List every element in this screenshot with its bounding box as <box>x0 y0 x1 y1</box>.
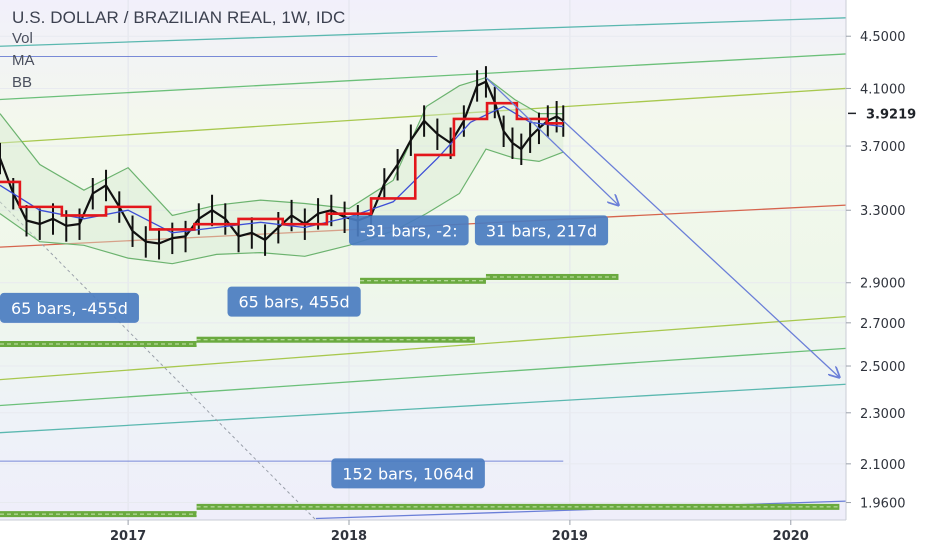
annotation-box-4 <box>331 458 485 489</box>
annotation-label-1: 31 bars, 217d <box>486 221 597 240</box>
y-tick-label-8: 2.1000 <box>860 458 906 473</box>
projection-arrow-0 <box>485 77 619 206</box>
last-price-marker: 3.9219 <box>848 107 916 122</box>
annotation-box-1 <box>474 215 609 246</box>
bb-lower-line <box>0 148 564 265</box>
indicator-bb[interactable]: BB <box>12 74 33 91</box>
range-bar-3 <box>196 336 475 343</box>
dashed-guide-line <box>0 201 317 521</box>
chart-title: U.S. DOLLAR / BRAZILIAN REAL, 1W, IDC <box>12 8 346 27</box>
annotation-box-0 <box>349 215 469 246</box>
range-bar-5 <box>196 503 840 510</box>
ma-step-line <box>0 101 564 231</box>
y-tick-label-6: 2.5000 <box>860 360 906 375</box>
range-bars <box>0 273 840 518</box>
range-bar-0 <box>360 277 486 284</box>
grid <box>0 0 846 520</box>
annotation-label-3: 65 bars, 455d <box>239 293 350 312</box>
x-tick-label-2: 2019 <box>552 529 588 544</box>
annotation-label-0: -31 bars, -2: <box>360 221 458 240</box>
channel-line-0 <box>0 17 847 47</box>
channel-line-1 <box>0 53 847 101</box>
moving-average <box>0 101 564 234</box>
x-tick-label-0: 2017 <box>110 529 146 544</box>
y-tick-label-7: 2.3000 <box>860 407 906 422</box>
y-tick-label-5: 2.7000 <box>860 317 906 332</box>
annotation-box-3 <box>227 286 361 317</box>
channel-line-4 <box>0 315 847 381</box>
channel-line-5 <box>0 347 847 407</box>
y-tick-label-2: 3.7000 <box>860 140 906 155</box>
indicator-ma[interactable]: MA <box>12 52 35 69</box>
y-tick-label-1: 4.1000 <box>860 82 906 97</box>
x-tick-label-1: 2018 <box>331 529 367 544</box>
channel-line-2 <box>0 87 847 144</box>
channel-lines <box>0 17 847 434</box>
y-tick-label-4: 2.9000 <box>860 277 906 292</box>
projection-arrow-1 <box>562 120 839 378</box>
y-tick-label-9: 1.9600 <box>860 497 906 512</box>
indicator-vol[interactable]: Vol <box>12 30 33 47</box>
x-axis-ticks: 2017 2018 2019 2020 <box>110 520 809 544</box>
last-price-label: 3.9219 <box>866 107 916 122</box>
annotation-label-4: 152 bars, 1064d <box>342 464 474 483</box>
annotation-boxes: -31 bars, -2: 31 bars, 217d 65 bars, -455d… <box>0 215 609 489</box>
y-tick-label-3: 3.3000 <box>860 204 906 219</box>
y-tick-label-0: 4.5000 <box>860 30 906 45</box>
annotation-box-2 <box>0 292 139 323</box>
x-tick-label-3: 2020 <box>773 529 809 544</box>
channel-line-6 <box>0 383 847 434</box>
y-axis-ticks: 4.5000 4.1000 3.7000 3.3000 2.9000 2.7000 2.50… <box>846 30 906 512</box>
annotation-label-2: 65 bars, -455d <box>11 299 128 318</box>
chart-legend: U.S. DOLLAR / BRAZILIAN REAL, 1W, IDC Vo… <box>12 8 345 94</box>
